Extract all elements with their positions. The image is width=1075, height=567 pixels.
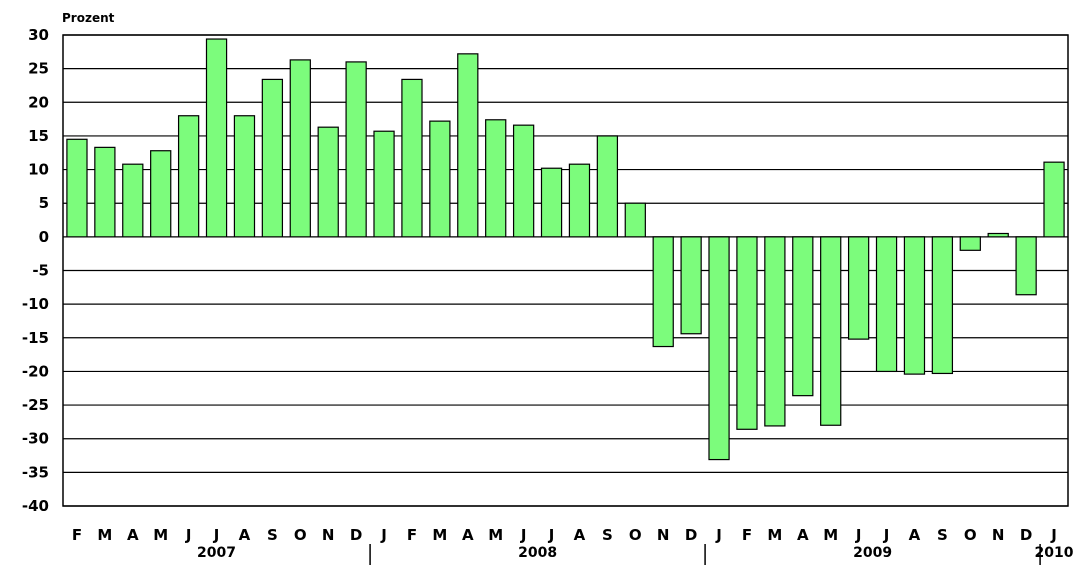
x-tick-label: N (657, 526, 670, 544)
bar (261, 78, 284, 238)
x-tick-label: S (267, 526, 278, 544)
bar (177, 115, 200, 238)
x-tick-label: S (937, 526, 948, 544)
bar (680, 236, 702, 335)
x-tick-label: M (488, 526, 503, 544)
y-tick-label: -15 (22, 329, 49, 347)
bar (66, 138, 88, 238)
bar (345, 61, 367, 238)
x-tick-label: O (964, 526, 977, 544)
bar (764, 236, 786, 427)
bar (1043, 161, 1065, 238)
bar (289, 59, 311, 238)
x-tick-label: J (715, 526, 722, 544)
y-tick-label: 5 (39, 194, 49, 212)
y-tick-label: 15 (28, 127, 49, 145)
bar (205, 38, 228, 238)
x-tick-label: A (574, 526, 586, 544)
bar (401, 78, 423, 238)
bars (66, 38, 1065, 461)
x-tick-label: F (407, 526, 417, 544)
bar (373, 130, 395, 238)
year-labels: 2007 2008 2009 2010 (197, 544, 1074, 565)
bar (652, 236, 674, 348)
x-tick-label: N (322, 526, 335, 544)
bar (429, 120, 451, 238)
year-label: 2008 (518, 545, 557, 561)
x-tick-label: N (992, 526, 1005, 544)
y-tick-label: 25 (28, 60, 49, 78)
x-tick-label: J (185, 526, 192, 544)
bar (708, 236, 730, 461)
y-tick-label: -5 (32, 262, 49, 280)
x-tick-label: M (153, 526, 168, 544)
bar (150, 150, 172, 238)
plot-frame (62, 34, 1069, 507)
x-tick-label: M (823, 526, 838, 544)
x-tick-label: D (685, 526, 697, 544)
y-tick-label: 20 (28, 93, 49, 111)
year-label: 2007 (197, 545, 236, 561)
x-tick-label: J (1050, 526, 1057, 544)
bar (931, 236, 954, 375)
bar (792, 236, 814, 397)
x-tick-label: A (909, 526, 921, 544)
y-tick-label: -35 (22, 463, 49, 481)
bar (233, 115, 256, 238)
y-tick-label: -30 (22, 430, 49, 448)
bar (596, 135, 619, 238)
bar (568, 163, 591, 238)
x-tick-label: J (883, 526, 890, 544)
x-tick-label: J (520, 526, 527, 544)
x-tick-label: M (97, 526, 112, 544)
x-tick-label: M (432, 526, 447, 544)
x-tick-label: J (380, 526, 387, 544)
x-tick-label: J (213, 526, 220, 544)
y-tick-label: -40 (22, 497, 49, 515)
year-label: 2009 (853, 545, 892, 561)
bar (820, 236, 842, 426)
x-tick-label: S (602, 526, 613, 544)
x-tick-label: J (855, 526, 862, 544)
y-tick-label: -10 (22, 295, 49, 313)
year-label: 2010 (1035, 545, 1074, 561)
bar (94, 146, 116, 238)
x-tick-label: A (239, 526, 251, 544)
y-tick-label: -20 (22, 362, 49, 380)
bar (847, 236, 870, 340)
bar (959, 236, 981, 251)
bar (122, 163, 144, 238)
x-tick-label: M (767, 526, 782, 544)
bar (540, 167, 563, 238)
bar (485, 119, 507, 238)
bar (875, 236, 898, 373)
bar (1015, 236, 1037, 296)
x-tick-label: O (294, 526, 307, 544)
x-tick-label: O (629, 526, 642, 544)
gridlines (63, 34, 1068, 507)
y-axis-ticks: 30 25 20 15 10 5 0 -5 -10 -15 -20 -25 -30 -35 -40 (22, 26, 49, 515)
bar (624, 202, 646, 238)
x-tick-label: F (742, 526, 752, 544)
x-tick-label: D (1020, 526, 1032, 544)
bar (736, 236, 758, 430)
x-tick-label: J (548, 526, 555, 544)
bar (512, 124, 535, 238)
x-tick-label: A (797, 526, 809, 544)
bar (987, 232, 1009, 238)
bar (317, 126, 339, 238)
bar (903, 236, 926, 375)
y-tick-label: 0 (39, 228, 49, 246)
y-tick-label: -25 (22, 396, 49, 414)
x-tick-label: D (350, 526, 362, 544)
x-tick-label: A (462, 526, 474, 544)
y-tick-label: 30 (28, 26, 49, 44)
bar (457, 53, 479, 238)
y-tick-label: 10 (28, 161, 49, 179)
x-tick-label: A (127, 526, 139, 544)
x-tick-label: F (72, 526, 82, 544)
y-axis-unit-label: Prozent (62, 11, 115, 25)
